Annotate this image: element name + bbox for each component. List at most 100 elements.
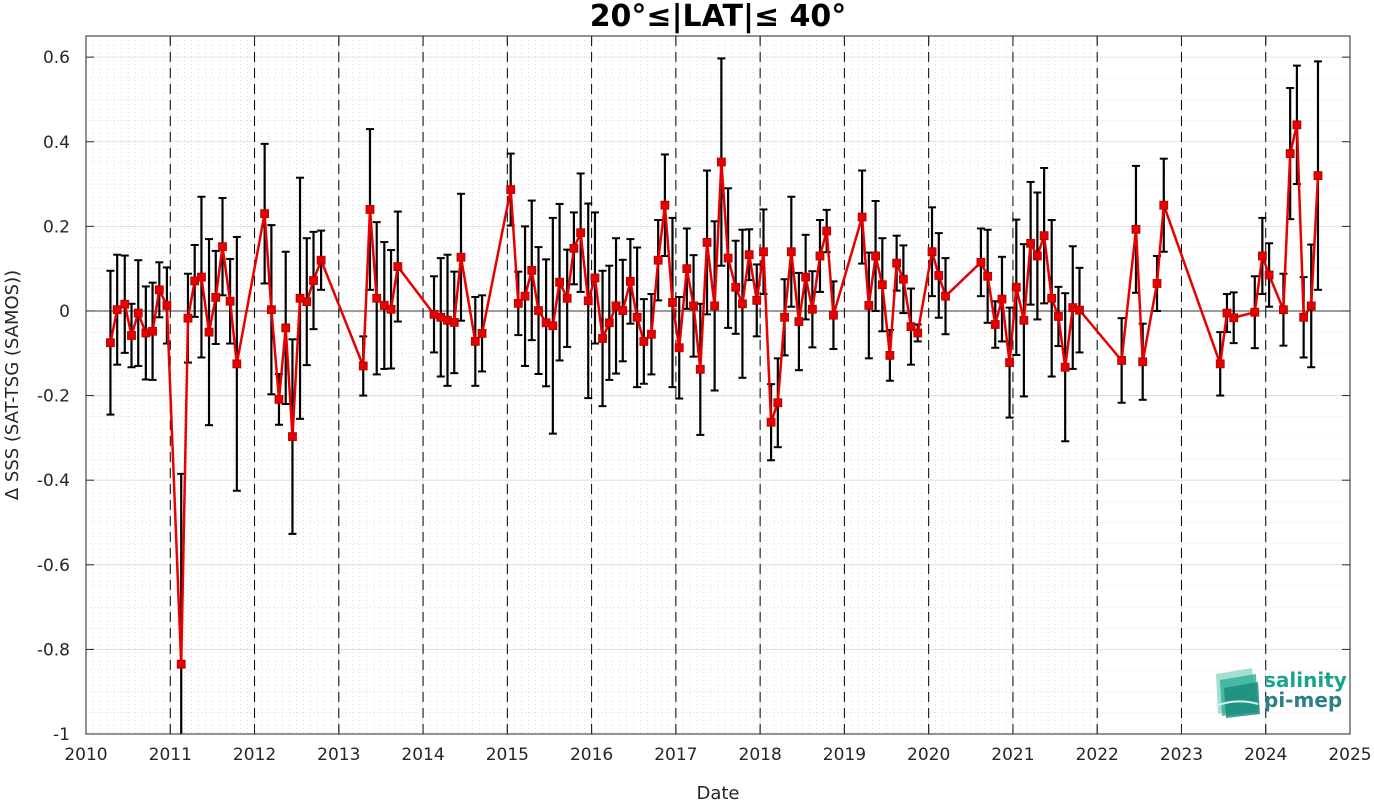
axis-ticks (85, 36, 1351, 735)
data-point-marker (780, 312, 789, 322)
x-tick-label: 2012 (233, 745, 276, 765)
data-point-marker (653, 255, 663, 265)
x-axis-label: Date (696, 783, 739, 801)
data-point-marker (710, 301, 720, 311)
data-point-marker (815, 251, 825, 261)
data-point-marker (738, 299, 747, 309)
year-separators (169, 36, 1267, 734)
data-point-marker (513, 298, 523, 308)
data-point-marker (807, 304, 817, 314)
data-point-marker (133, 308, 143, 318)
x-tick-label: 2021 (991, 745, 1034, 765)
x-tick-label: 2019 (823, 745, 866, 765)
data-point-marker (1229, 313, 1239, 323)
data-point-marker (786, 247, 796, 257)
y-tick-label: -0.2 (37, 387, 70, 407)
data-point-marker (1032, 251, 1042, 261)
x-tick-label: 2017 (654, 745, 697, 765)
data-point-marker (470, 337, 480, 346)
data-point-marker (1264, 270, 1274, 280)
y-tick-label: -0.8 (37, 640, 70, 660)
data-point-marker (1152, 279, 1162, 288)
y-tick-label: 0 (59, 302, 70, 322)
data-point-marker (1299, 312, 1309, 322)
data-point-marker (744, 250, 754, 260)
data-point-marker (885, 350, 895, 360)
data-point-marker (358, 361, 368, 371)
data-point-marker (506, 185, 516, 194)
x-tick-label: 2010 (64, 745, 107, 765)
data-point-marker (1306, 301, 1316, 311)
data-point-marker (162, 301, 172, 310)
x-tick-labels: 2010 2011 2012 2013 2014 2015 2016 2017 2018 2019… (64, 745, 1371, 765)
data-point-marker (829, 310, 838, 320)
data-point-marker (1159, 200, 1169, 210)
data-point-marker (281, 323, 291, 333)
data-point-marker (598, 334, 607, 343)
data-point-marker (1054, 312, 1063, 321)
data-point-marker (689, 301, 698, 311)
data-point-marker (668, 298, 677, 307)
data-point-marker (618, 306, 628, 315)
data-point-marker (752, 295, 762, 305)
chart-title: 20°≤|LAT|≤ 40° (590, 0, 847, 34)
data-point-marker (477, 328, 487, 338)
data-point-marker (647, 329, 656, 339)
data-point-marker (106, 338, 115, 348)
data-point-marker (176, 659, 186, 669)
data-point-marker (148, 326, 157, 336)
data-point-marker (1250, 307, 1260, 317)
data-point-marker (1047, 293, 1057, 303)
data-point-marker (372, 293, 382, 303)
x-tick-label: 2014 (401, 745, 444, 765)
data-point-marker (393, 262, 403, 271)
data-point-marker (386, 304, 396, 314)
data-point-marker (154, 285, 164, 295)
data-point-marker (1131, 224, 1141, 234)
x-tick-label: 2022 (1076, 745, 1119, 765)
data-point-marker (1215, 359, 1225, 369)
data-point-marker (723, 253, 733, 263)
data-point-marker (1060, 362, 1070, 372)
data-point-marker (871, 251, 880, 261)
data-point-marker (569, 243, 579, 253)
x-tick-label: 2020 (907, 745, 950, 765)
data-point-marker (1257, 251, 1267, 261)
data-point-marker (527, 265, 537, 275)
data-point-marker (120, 299, 130, 309)
data-point-marker (611, 301, 621, 311)
data-point-marker (590, 273, 600, 283)
data-point-marker (211, 293, 221, 302)
salinity-pi-mep-logo: salinity pi-mep (1215, 668, 1347, 718)
data-point-marker (801, 272, 811, 282)
data-point-marker (534, 306, 543, 315)
x-tick-label: 2025 (1328, 745, 1371, 765)
data-point-marker (274, 394, 284, 404)
data-point-marker (266, 305, 276, 315)
data-point-marker (1279, 305, 1288, 315)
data-point-marker (225, 296, 235, 306)
data-point-marker (990, 320, 1000, 329)
data-point-marker (316, 255, 326, 265)
plot-frame (85, 35, 1351, 735)
data-point-marker (898, 274, 908, 284)
data-point-marker (1292, 120, 1302, 130)
logo-wave-icon (1215, 668, 1260, 718)
data-point-marker (941, 291, 950, 301)
x-tick-label: 2011 (149, 745, 192, 765)
data-point-marker (674, 343, 684, 353)
x-tick-label: 2023 (1160, 745, 1203, 765)
data-point-marker (695, 364, 705, 374)
y-tick-labels: -1 -0.8 -0.6 -0.4 -0.2 0 0.2 0.4 0.6 (37, 48, 70, 745)
data-point-marker (983, 271, 993, 281)
data-point-marker (794, 317, 804, 326)
data-point-marker (934, 271, 944, 280)
data-point-marker (927, 247, 937, 257)
data-point-marker (456, 252, 466, 262)
y-tick-label: -1 (53, 725, 70, 745)
data-point-marker (218, 242, 227, 252)
data-point-marker (302, 297, 312, 307)
data-point-marker (1313, 171, 1323, 181)
data-point-marker (976, 257, 986, 267)
